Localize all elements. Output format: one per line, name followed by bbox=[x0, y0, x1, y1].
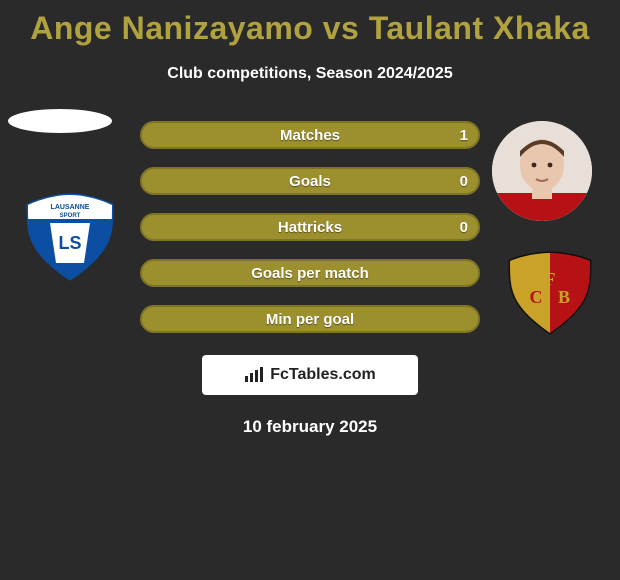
stat-value: 0 bbox=[460, 219, 468, 236]
date-text: 10 february 2025 bbox=[0, 417, 620, 437]
watermark-text: FcTables.com bbox=[270, 366, 376, 384]
stat-bar-matches: Matches 1 bbox=[140, 121, 480, 149]
svg-text:C: C bbox=[530, 287, 543, 307]
svg-text:F: F bbox=[545, 269, 556, 289]
svg-text:SPORT: SPORT bbox=[60, 213, 81, 219]
player2-avatar bbox=[492, 121, 592, 221]
stat-label: Matches bbox=[280, 127, 340, 144]
player1-club-crest: LAUSANNE SPORT LS bbox=[20, 193, 120, 283]
stat-label: Hattricks bbox=[278, 219, 342, 236]
stat-value: 1 bbox=[460, 127, 468, 144]
comparison-title: Ange Nanizayamo vs Taulant Xhaka bbox=[0, 0, 620, 47]
player2-face-icon bbox=[492, 121, 592, 221]
svg-text:LAUSANNE: LAUSANNE bbox=[51, 204, 90, 211]
watermark: FcTables.com bbox=[202, 355, 418, 395]
svg-text:LS: LS bbox=[58, 233, 81, 253]
player1-name: Ange Nanizayamo bbox=[30, 10, 313, 46]
chart-bars-icon bbox=[244, 367, 264, 383]
stat-bar-goals: Goals 0 bbox=[140, 167, 480, 195]
stat-bar-hattricks: Hattricks 0 bbox=[140, 213, 480, 241]
stat-bar-min-per-goal: Min per goal bbox=[140, 305, 480, 333]
svg-text:B: B bbox=[558, 287, 570, 307]
player1-avatar bbox=[8, 109, 112, 133]
stat-bars: Matches 1 Goals 0 Hattricks 0 Goals per … bbox=[140, 121, 480, 333]
stat-label: Min per goal bbox=[266, 311, 354, 328]
stat-label: Goals bbox=[289, 173, 331, 190]
stat-label: Goals per match bbox=[251, 265, 369, 282]
player2-name: Taulant Xhaka bbox=[369, 10, 590, 46]
subtitle: Club competitions, Season 2024/2025 bbox=[0, 65, 620, 83]
stat-bar-goals-per-match: Goals per match bbox=[140, 259, 480, 287]
player2-club-crest: F C B bbox=[500, 249, 600, 339]
stat-value: 0 bbox=[460, 173, 468, 190]
chart-area: LAUSANNE SPORT LS F C B bbox=[0, 121, 620, 437]
vs-text: vs bbox=[323, 10, 360, 46]
